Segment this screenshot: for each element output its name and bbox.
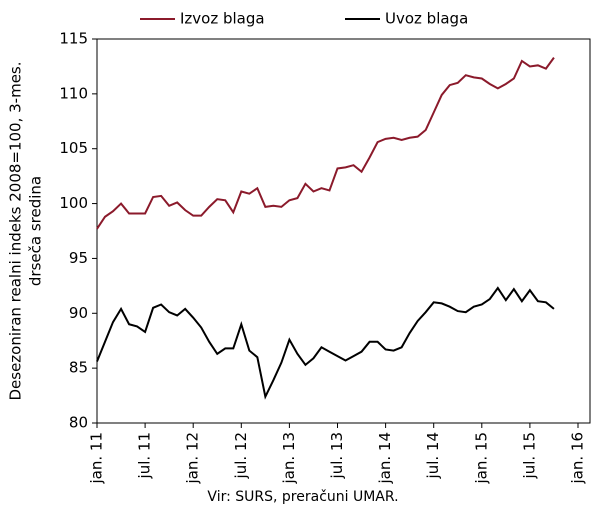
x-tick-label: jan. 12 [184,432,202,485]
y-axis-label: Desezoniran realni indeks 2008=100, 3-me… [7,61,25,400]
x-tick-label: jul. 12 [232,432,250,479]
x-tick-label: jul. 11 [136,432,154,479]
x-tick-label: jan. 15 [472,432,490,485]
y-tick-label: 115 [59,30,88,48]
y-tick-label: 100 [59,194,88,212]
x-tick-label: jul. 15 [520,432,538,479]
y-axis-label: drseča sredina [27,176,45,286]
plot-frame [96,38,591,424]
y-tick-label: 80 [69,414,88,432]
x-tick-label: jan. 13 [280,432,298,485]
y-tick-label: 85 [69,359,88,377]
y-tick-label: 105 [59,139,88,157]
y-tick-label: 95 [69,249,88,267]
line-series [96,57,555,230]
y-tick-label: 110 [59,84,88,102]
x-tick-label: jan. 11 [88,432,106,485]
x-tick-label: jul. 14 [424,432,442,479]
x-tick-label: jan. 14 [376,432,394,485]
legend-label: Izvoz blaga [180,10,265,28]
x-tick-label: jan. 16 [569,432,587,485]
line-series [96,286,555,400]
y-tick-label: 90 [69,304,88,322]
source: Vir: SURS, preračuni UMAR. [207,489,398,505]
x-tick-label: jul. 13 [328,432,346,479]
legend-label: Uvoz blaga [385,10,468,28]
